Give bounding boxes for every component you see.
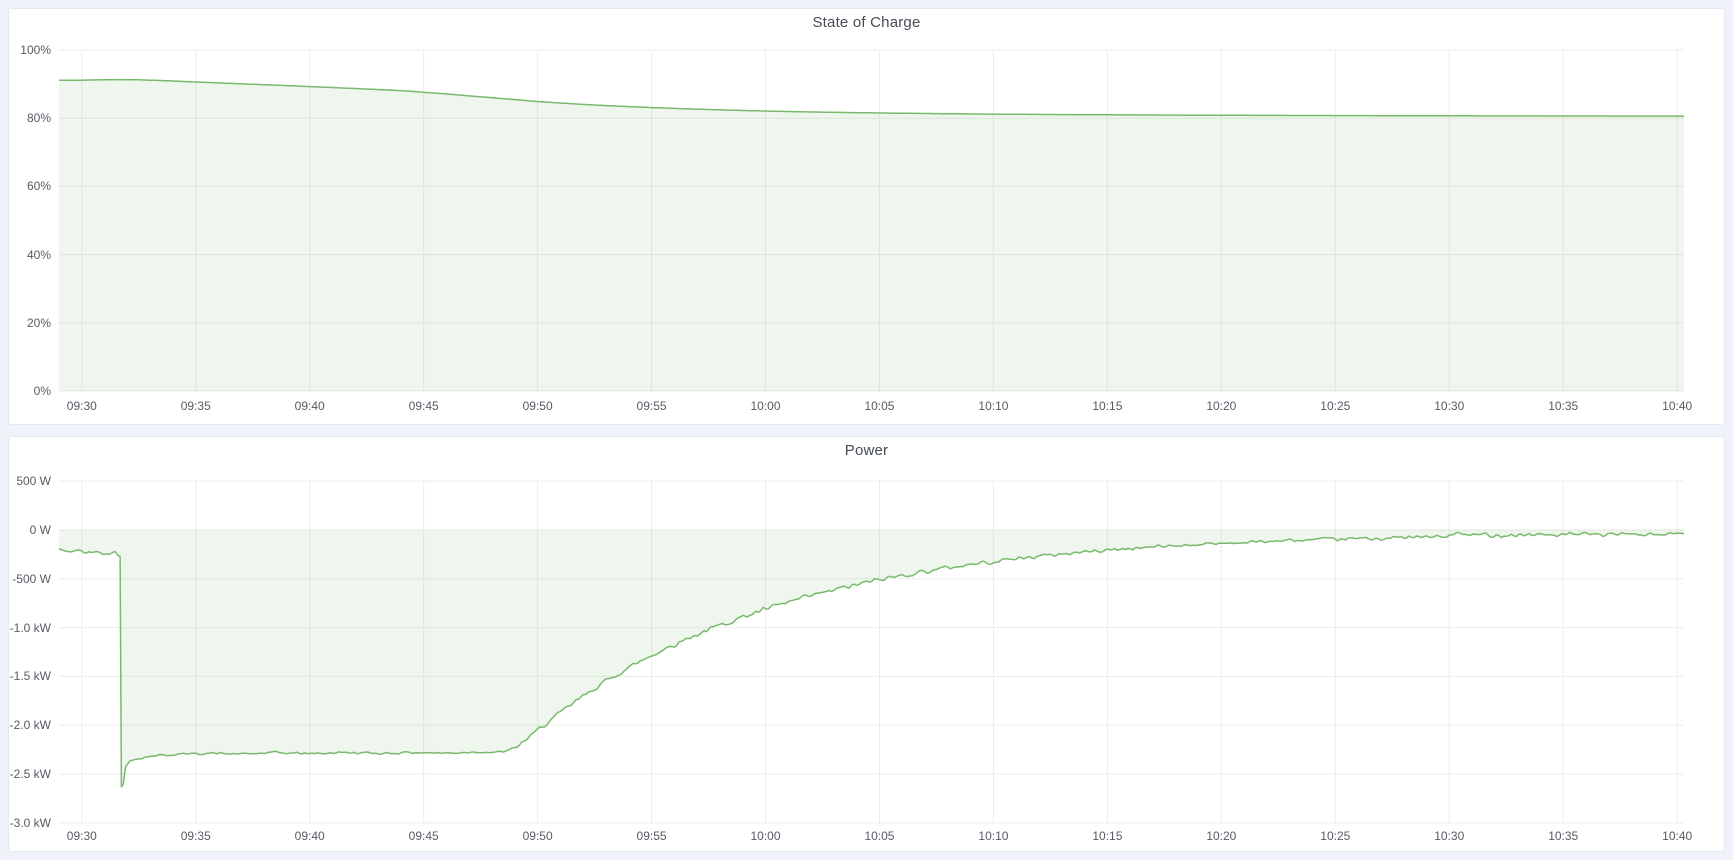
y-axis-label: -1.0 kW bbox=[9, 620, 51, 635]
y-axis-label: 40% bbox=[26, 247, 51, 262]
panel-title-power[interactable]: Power bbox=[844, 442, 889, 459]
y-axis-label: -3.0 kW bbox=[9, 816, 51, 830]
x-axis-label: 10:15 bbox=[1092, 829, 1123, 843]
x-axis-label: 09:35 bbox=[180, 829, 211, 843]
y-axis-label: 20% bbox=[26, 315, 51, 330]
x-axis-label: 10:25 bbox=[1320, 399, 1351, 413]
y-axis-label: -2.0 kW bbox=[9, 718, 51, 733]
x-axis-label: 09:30 bbox=[66, 399, 97, 413]
y-axis-label: 100% bbox=[20, 43, 51, 57]
y-axis-label: 80% bbox=[26, 111, 51, 126]
x-axis-label: 09:50 bbox=[522, 829, 553, 843]
x-axis-label: 10:05 bbox=[864, 829, 895, 843]
x-axis-label: 10:25 bbox=[1320, 829, 1351, 843]
state-of-charge-chart-plot[interactable]: 09:30 09:35 09:40 09:45 09:50 09:55 10:00 10:05… bbox=[9, 9, 1724, 424]
panel-power: Power 09:30 09:35 09:40 09:45 09:50 09:55 10:0… bbox=[8, 436, 1725, 852]
power-series-line bbox=[58, 531, 1685, 788]
x-axis-label: 10:00 bbox=[750, 829, 781, 843]
x-axis-label: 10:20 bbox=[1206, 829, 1237, 843]
soc-series-fill bbox=[59, 79, 1684, 391]
x-axis-label: 09:30 bbox=[66, 829, 97, 843]
y-axis-label: -1.5 kW bbox=[9, 669, 51, 684]
x-axis-label: 10:15 bbox=[1092, 399, 1123, 413]
x-axis-label: 09:45 bbox=[408, 399, 439, 413]
x-axis-label: 10:10 bbox=[978, 399, 1009, 413]
y-axis-label: 0% bbox=[33, 384, 51, 398]
x-axis-label: 10:05 bbox=[864, 399, 895, 413]
y-axis-label: 0 W bbox=[29, 522, 51, 537]
y-axis-label: -2.5 kW bbox=[9, 767, 51, 782]
x-axis-label: 10:00 bbox=[750, 399, 781, 413]
x-axis-label: 10:30 bbox=[1434, 399, 1465, 413]
y-axis-label: -500 W bbox=[12, 571, 51, 586]
x-axis-label: 10:40 bbox=[1662, 399, 1693, 413]
soc-chart-canvas bbox=[59, 49, 1684, 392]
soc-series-line bbox=[59, 78, 1684, 117]
x-axis-label: 10:30 bbox=[1434, 829, 1465, 843]
x-axis-label: 10:20 bbox=[1206, 399, 1237, 413]
y-axis-label: 500 W bbox=[16, 474, 51, 488]
x-axis-label: 09:45 bbox=[408, 829, 439, 843]
panel-state-of-charge: State of Charge 09:30 09:35 09:40 09:45 09:5… bbox=[8, 8, 1725, 425]
x-axis-label: 09:35 bbox=[180, 399, 211, 413]
x-axis-label: 10:35 bbox=[1548, 399, 1579, 413]
x-axis-label: 09:55 bbox=[636, 829, 667, 843]
x-axis-label: 10:35 bbox=[1548, 829, 1579, 843]
y-axis-label: 60% bbox=[26, 179, 51, 194]
power-series-fill bbox=[59, 529, 1684, 787]
x-axis-label: 09:40 bbox=[294, 399, 325, 413]
x-axis-label: 09:55 bbox=[636, 399, 667, 413]
x-axis-label: 09:50 bbox=[522, 399, 553, 413]
power-chart-canvas bbox=[58, 480, 1685, 824]
x-axis-label: 09:40 bbox=[294, 829, 325, 843]
grid-lines bbox=[59, 49, 1684, 392]
panel-title-state-of-charge[interactable]: State of Charge bbox=[812, 14, 921, 31]
x-axis-label: 10:10 bbox=[978, 829, 1009, 843]
grid-lines bbox=[59, 480, 1684, 824]
x-axis-label: 10:40 bbox=[1662, 829, 1693, 843]
power-chart-plot[interactable]: 09:30 09:35 09:40 09:45 09:50 09:55 10:00 10:05… bbox=[9, 437, 1724, 851]
